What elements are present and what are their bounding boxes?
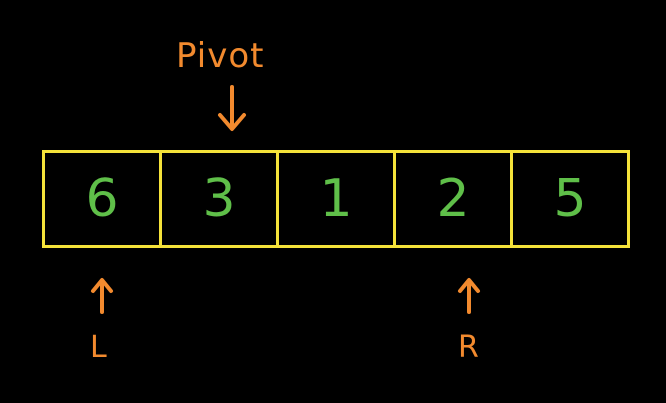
array-cell-1: 3: [162, 153, 279, 245]
right-pointer-label: R: [458, 330, 479, 365]
left-pointer-up-arrow-icon: [91, 278, 113, 314]
pivot-label: Pivot: [176, 36, 265, 76]
pivot-down-arrow-icon: [218, 85, 246, 131]
array-cell-2: 1: [279, 153, 396, 245]
right-pointer-up-arrow-icon: [458, 278, 480, 314]
array-cell-4: 5: [553, 169, 587, 229]
left-pointer-label: L: [90, 330, 107, 365]
array-cell-3: 2: [396, 153, 513, 245]
array-cell-0: 6: [45, 153, 162, 245]
array-row: 6 3 1 2 5: [42, 150, 630, 248]
